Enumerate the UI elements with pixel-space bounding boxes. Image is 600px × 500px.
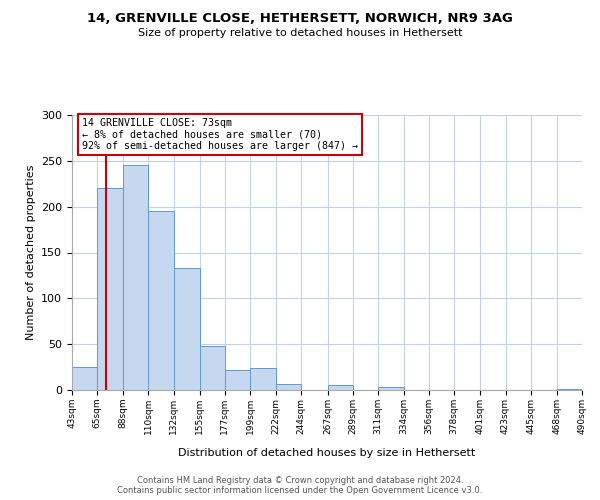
Bar xyxy=(276,384,301,390)
Bar xyxy=(72,367,97,390)
Bar xyxy=(225,370,250,390)
Text: 14 GRENVILLE CLOSE: 73sqm
← 8% of detached houses are smaller (70)
92% of semi-d: 14 GRENVILLE CLOSE: 73sqm ← 8% of detach… xyxy=(82,118,358,151)
Text: Distribution of detached houses by size in Hethersett: Distribution of detached houses by size … xyxy=(178,448,476,458)
Bar xyxy=(97,188,124,390)
Bar xyxy=(148,211,173,390)
Bar xyxy=(328,384,353,390)
Text: Size of property relative to detached houses in Hethersett: Size of property relative to detached ho… xyxy=(138,28,462,38)
Text: Contains HM Land Registry data © Crown copyright and database right 2024.
Contai: Contains HM Land Registry data © Crown c… xyxy=(118,476,482,495)
Bar xyxy=(200,346,225,390)
Text: 14, GRENVILLE CLOSE, HETHERSETT, NORWICH, NR9 3AG: 14, GRENVILLE CLOSE, HETHERSETT, NORWICH… xyxy=(87,12,513,26)
Bar xyxy=(124,166,148,390)
Bar xyxy=(378,387,404,390)
Y-axis label: Number of detached properties: Number of detached properties xyxy=(26,165,35,340)
Bar xyxy=(173,268,200,390)
Bar xyxy=(557,389,582,390)
Bar xyxy=(250,368,276,390)
